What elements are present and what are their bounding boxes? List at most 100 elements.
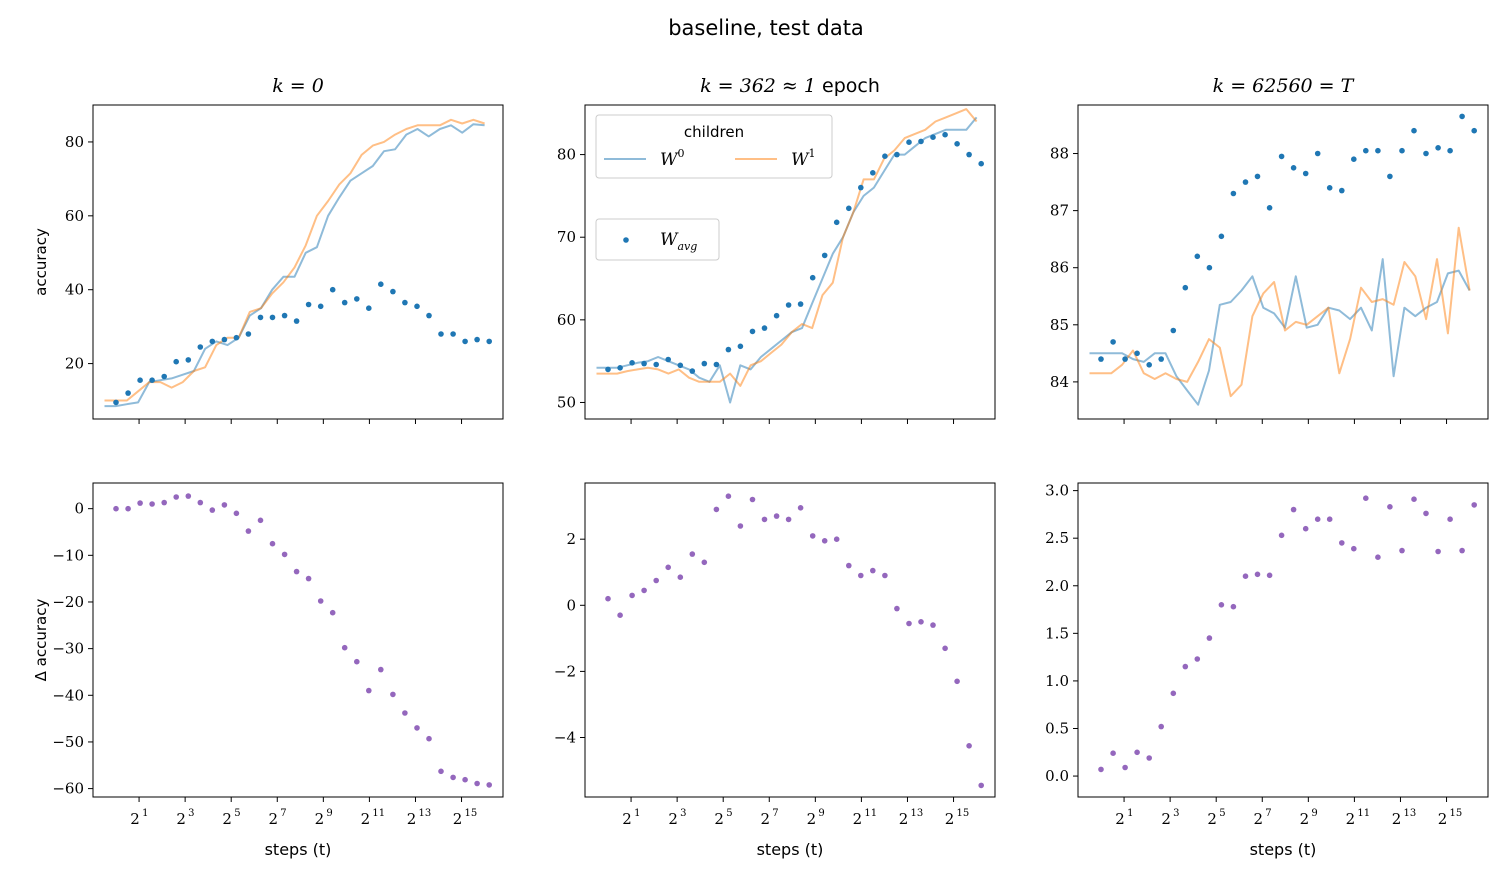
data-point-avg — [882, 153, 888, 159]
data-point-delta — [1134, 749, 1140, 756]
data-point-avg — [1375, 147, 1381, 154]
data-point-avg — [737, 343, 744, 350]
data-point-avg — [1242, 179, 1249, 185]
data-point-delta — [749, 496, 756, 503]
data-point-avg — [257, 314, 264, 321]
data-point-delta — [354, 658, 360, 665]
data-point-avg — [1182, 284, 1189, 291]
data-point-delta — [906, 620, 912, 627]
data-point-avg — [821, 252, 828, 259]
data-point-delta — [1194, 656, 1201, 662]
x-tick-label: 2 — [361, 810, 371, 828]
data-point-avg — [366, 305, 372, 312]
data-point-avg — [329, 286, 336, 293]
data-point-delta — [1387, 504, 1393, 510]
x-tick-label: 2 — [453, 810, 463, 828]
data-point-avg — [1471, 127, 1477, 134]
data-point-avg — [1254, 173, 1261, 180]
data-point-delta — [390, 691, 396, 698]
x-tick-label: 2 — [1207, 810, 1217, 828]
data-point-avg — [930, 134, 936, 140]
data-point-avg — [906, 139, 912, 145]
data-point-avg — [1314, 150, 1321, 157]
y-tick-label: 2.0 — [1045, 577, 1069, 595]
data-point-delta — [426, 735, 432, 742]
y-tick-label: −40 — [52, 686, 84, 704]
data-point-delta — [257, 517, 264, 524]
data-point-avg — [185, 357, 192, 363]
data-point-delta — [833, 536, 840, 542]
plot-area — [1089, 113, 1477, 406]
x-tick-label: 2 — [807, 810, 817, 828]
panel-3: 84 85 86 87 88 k = 62560 = T — [1050, 75, 1489, 424]
data-point-avg — [305, 301, 312, 308]
data-point-delta — [233, 510, 240, 517]
panel-title-suffix: epoch — [816, 75, 880, 97]
series-line-w0 — [104, 123, 485, 408]
data-point-delta — [858, 572, 864, 579]
data-point-delta — [894, 605, 900, 612]
data-point-avg — [1411, 127, 1417, 134]
data-point-avg — [797, 301, 804, 307]
data-point-avg — [149, 377, 155, 384]
data-point-avg — [450, 331, 456, 337]
data-point-delta — [617, 612, 623, 618]
data-point-avg — [161, 373, 167, 380]
data-point-avg — [1363, 147, 1369, 154]
data-point-avg — [233, 334, 240, 341]
data-point-delta — [366, 687, 372, 694]
x-tick-label: 2 — [407, 810, 417, 828]
x-tick-label: 2 — [268, 810, 278, 828]
x-tick-exponent: 15 — [1450, 808, 1463, 819]
data-point-avg — [1387, 173, 1393, 180]
data-point-avg — [1158, 356, 1164, 362]
x-tick-exponent: 3 — [680, 808, 686, 819]
panel-title: k = 62560 = T — [1213, 75, 1355, 97]
data-point-delta — [725, 493, 732, 500]
x-tick-exponent: 1 — [634, 808, 640, 819]
legend-swatch-avg — [623, 237, 629, 243]
data-point-avg — [438, 331, 444, 337]
data-point-delta — [329, 609, 336, 616]
y-tick-label: 87 — [1050, 202, 1069, 220]
data-point-avg — [846, 205, 852, 212]
data-point-avg — [137, 377, 143, 384]
plot-area — [605, 493, 984, 789]
axes-frame — [584, 482, 996, 798]
panel-title: k = 0 — [272, 75, 324, 97]
data-point-delta — [197, 499, 204, 506]
y-tick-label: 1.0 — [1045, 672, 1069, 690]
x-tick-exponent: 1 — [142, 808, 148, 819]
data-point-delta — [450, 774, 456, 781]
y-tick-label: −20 — [52, 593, 84, 611]
data-point-delta — [870, 567, 876, 574]
data-point-delta — [125, 505, 131, 512]
legend-title: children — [684, 123, 744, 141]
data-point-delta — [1254, 571, 1261, 578]
data-point-avg — [1170, 327, 1177, 334]
data-point-avg — [1278, 153, 1285, 160]
data-point-delta — [113, 505, 119, 512]
data-point-delta — [137, 500, 143, 506]
data-point-delta — [1230, 603, 1237, 610]
x-tick-label: 2 — [176, 810, 186, 828]
axes-frame — [92, 104, 504, 420]
data-point-avg — [653, 361, 659, 368]
data-point-avg — [773, 312, 780, 319]
y-tick-label: −60 — [52, 780, 84, 798]
axes-frame — [92, 482, 504, 798]
x-tick-label: 2 — [1115, 810, 1125, 828]
data-point-avg — [870, 170, 876, 176]
data-point-avg — [858, 184, 864, 191]
data-point-avg — [1146, 362, 1152, 368]
data-point-delta — [1158, 723, 1164, 730]
data-point-delta — [185, 493, 192, 499]
x-tick-exponent: 13 — [1403, 808, 1416, 819]
y-tick-label: 50 — [557, 393, 576, 411]
data-point-delta — [1170, 690, 1177, 697]
data-point-delta — [1266, 572, 1273, 579]
y-tick-label: 0 — [566, 596, 576, 614]
data-point-delta — [1459, 547, 1465, 554]
